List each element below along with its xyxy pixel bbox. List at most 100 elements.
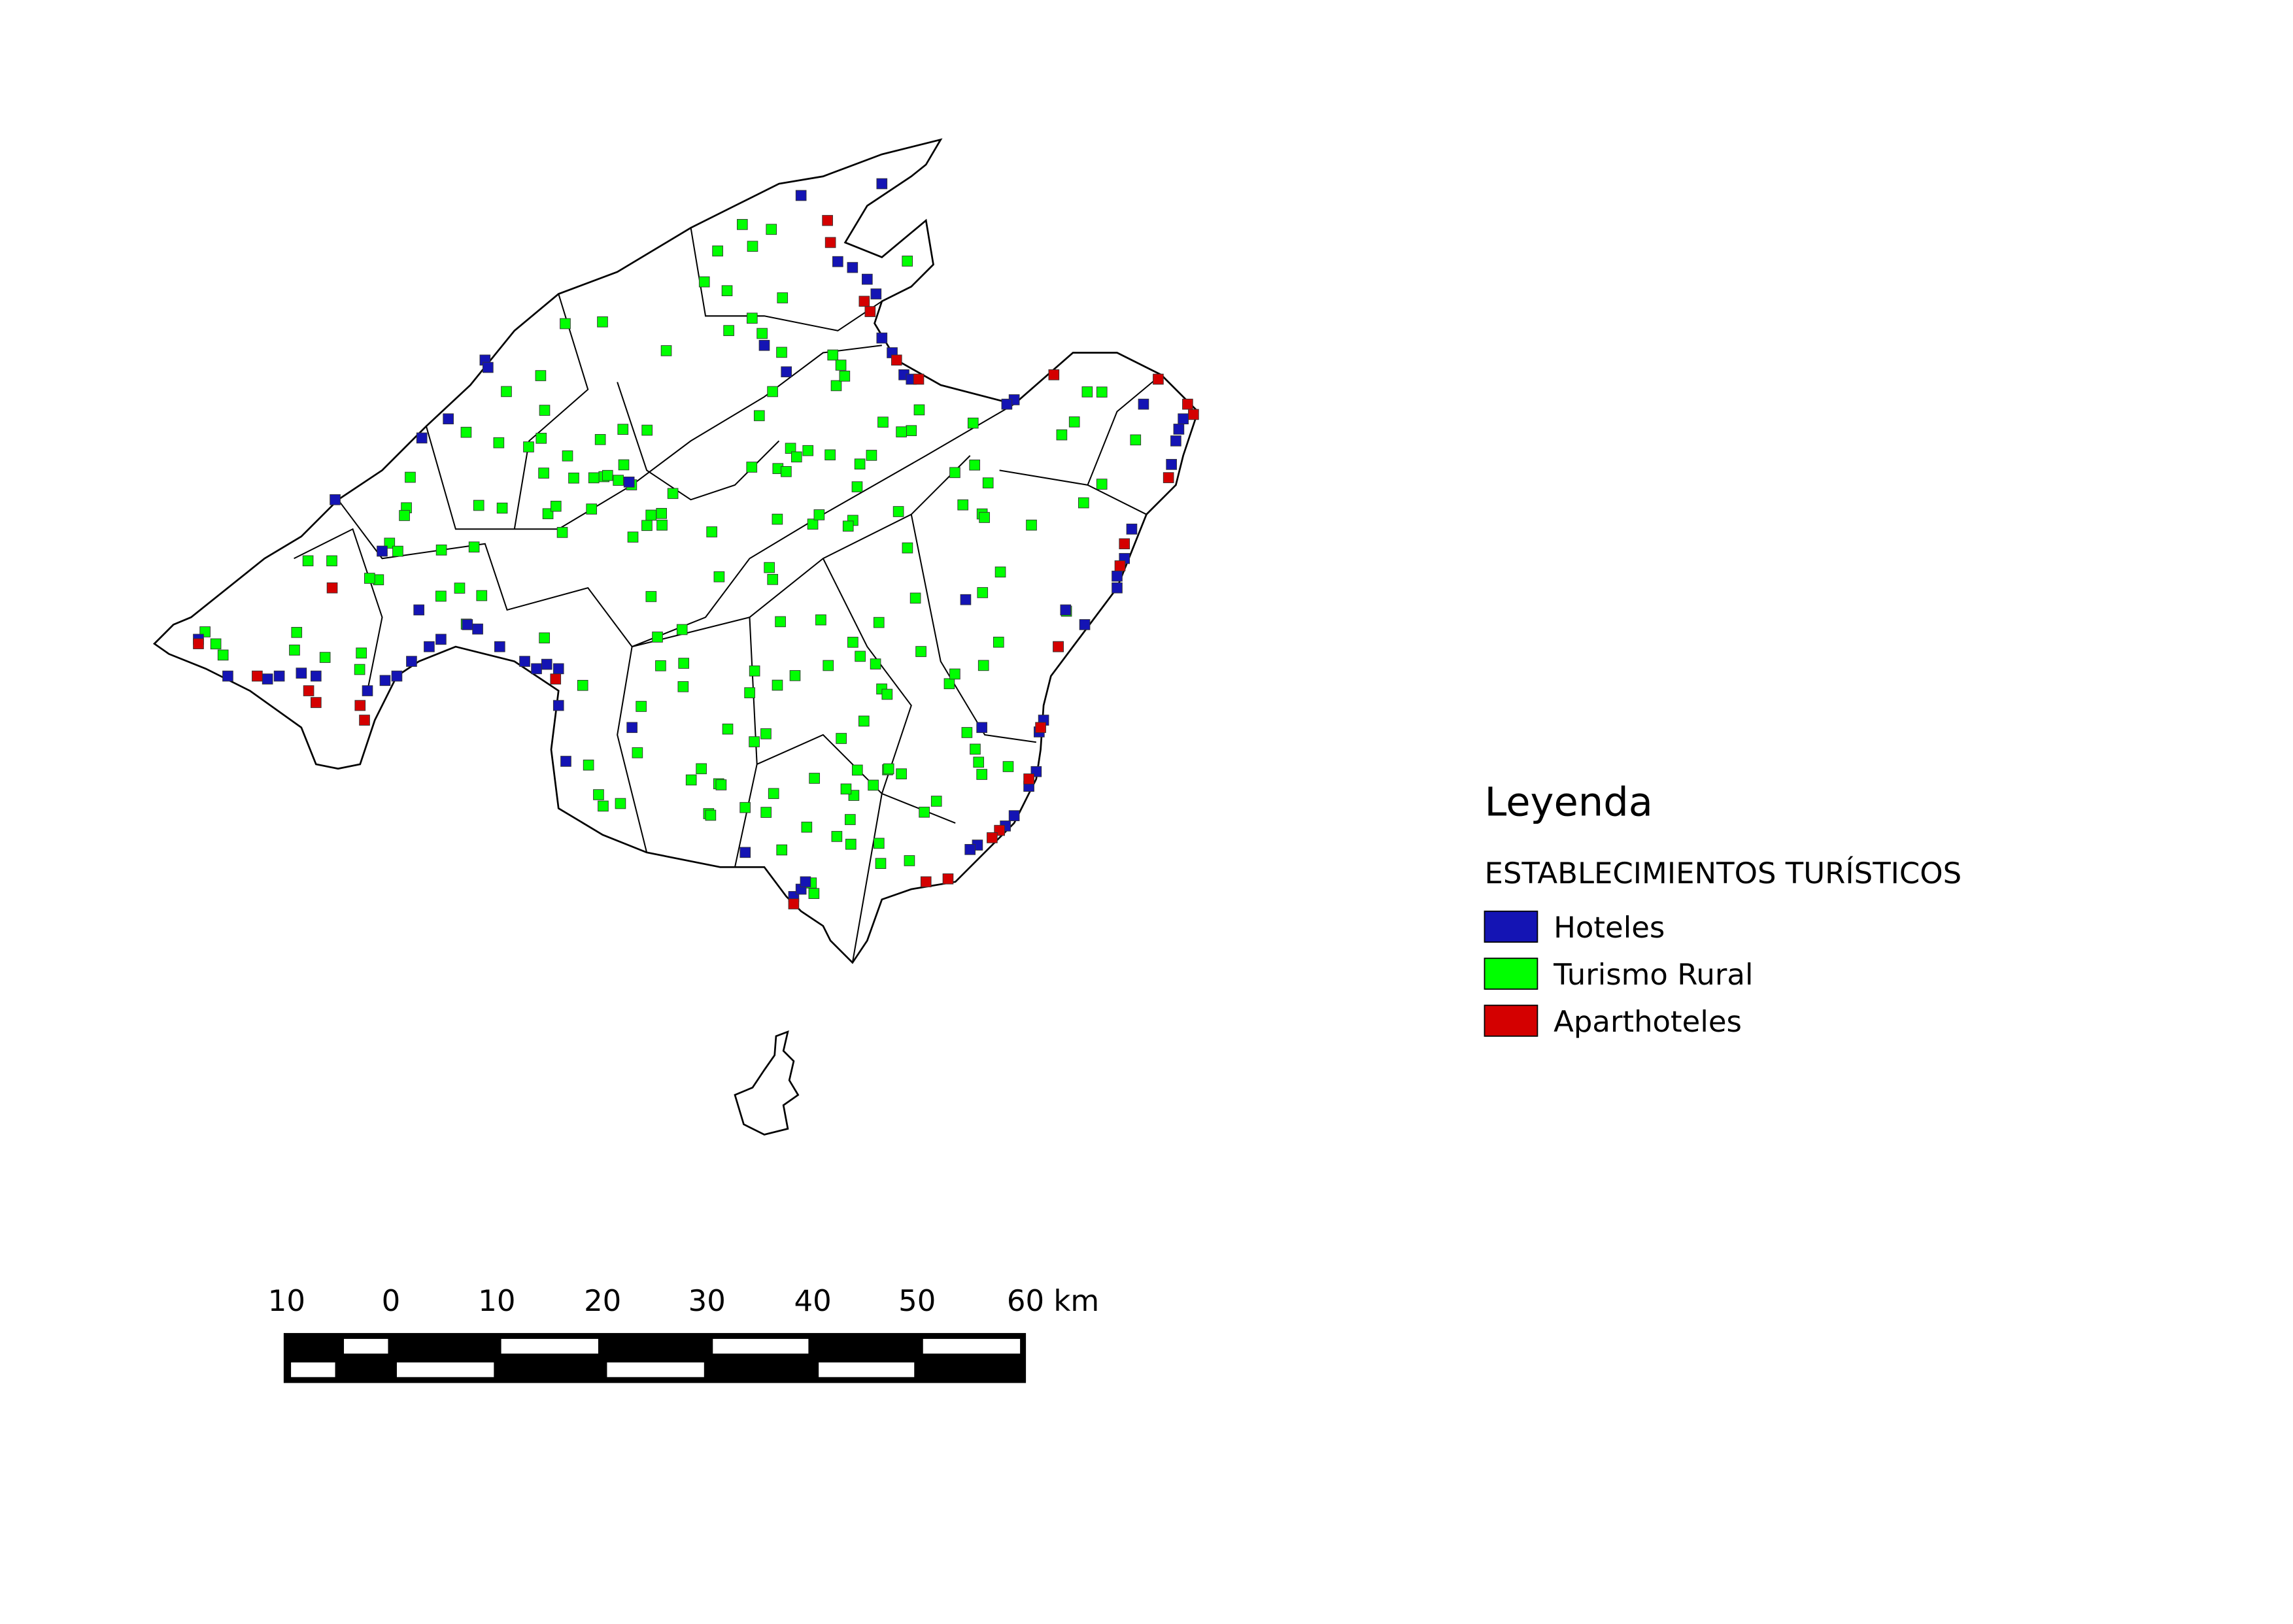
scale-bar-segment bbox=[819, 1362, 915, 1378]
establishment-marker bbox=[627, 532, 639, 543]
scale-bar-label: 40 bbox=[794, 1283, 832, 1318]
establishment-marker bbox=[535, 370, 547, 381]
establishment-marker bbox=[296, 668, 307, 679]
establishment-marker bbox=[593, 789, 604, 800]
establishment-marker bbox=[623, 477, 635, 488]
establishment-marker bbox=[535, 433, 547, 444]
establishment-marker bbox=[813, 509, 825, 520]
establishment-marker bbox=[858, 715, 870, 727]
establishment-marker bbox=[756, 328, 768, 339]
establishment-marker bbox=[460, 426, 472, 438]
establishment-marker bbox=[835, 360, 847, 371]
establishment-marker bbox=[1056, 429, 1068, 441]
establishment-marker bbox=[868, 779, 879, 791]
establishment-marker bbox=[896, 426, 907, 437]
establishment-marker bbox=[864, 306, 876, 317]
establishment-marker bbox=[969, 459, 980, 471]
scale-bar bbox=[283, 1332, 1027, 1383]
scale-bar-labels: 10 0 10 20 30 40 50 60 km bbox=[268, 1283, 1099, 1318]
establishment-marker bbox=[715, 779, 727, 790]
establishment-marker bbox=[577, 679, 588, 691]
establishment-marker bbox=[809, 773, 820, 784]
establishment-marker bbox=[942, 873, 954, 885]
establishment-marker bbox=[1068, 416, 1080, 428]
establishment-marker bbox=[776, 844, 788, 856]
establishment-marker bbox=[777, 292, 789, 303]
establishment-marker bbox=[1119, 538, 1130, 550]
establishment-marker bbox=[626, 722, 637, 734]
establishment-marker bbox=[636, 701, 647, 712]
establishment-marker bbox=[721, 285, 733, 296]
legend-subtitle: ESTABLECIMIENTOS TURÍSTICOS bbox=[1484, 856, 1962, 890]
establishment-marker bbox=[896, 768, 907, 779]
establishment-marker bbox=[1173, 424, 1185, 435]
establishment-marker bbox=[210, 638, 222, 650]
establishment-marker bbox=[949, 467, 960, 479]
establishment-marker bbox=[483, 362, 494, 373]
establishment-marker bbox=[435, 590, 447, 602]
establishment-marker bbox=[615, 798, 626, 809]
establishment-marker bbox=[678, 658, 690, 669]
establishment-marker bbox=[252, 670, 263, 682]
establishment-marker bbox=[556, 527, 568, 538]
establishment-marker bbox=[303, 685, 314, 696]
establishment-marker bbox=[957, 499, 969, 511]
establishment-marker bbox=[858, 296, 870, 307]
establishment-marker bbox=[862, 273, 873, 285]
establishment-marker bbox=[943, 678, 955, 690]
scale-bar-label: 0 bbox=[382, 1283, 401, 1318]
legend-items: Hoteles Turismo Rural Aparthoteles bbox=[1484, 910, 1753, 1039]
establishment-marker bbox=[519, 656, 530, 667]
scale-bar-label: 30 bbox=[688, 1283, 726, 1318]
scale-bar-label: 10 bbox=[478, 1283, 515, 1318]
establishment-marker bbox=[354, 700, 366, 711]
establishment-marker bbox=[560, 318, 571, 330]
establishment-marker bbox=[641, 424, 653, 436]
establishment-marker bbox=[830, 380, 842, 392]
establishment-marker bbox=[788, 898, 800, 909]
establishment-marker bbox=[982, 477, 994, 488]
establishment-marker bbox=[815, 614, 826, 626]
establishment-marker bbox=[1188, 409, 1199, 420]
establishment-marker bbox=[807, 518, 819, 530]
cabrera-outline bbox=[734, 1030, 800, 1136]
establishment-marker bbox=[594, 433, 606, 445]
establishment-marker bbox=[870, 658, 881, 669]
establishment-marker bbox=[496, 502, 508, 514]
establishment-marker bbox=[790, 451, 802, 463]
establishment-marker bbox=[979, 512, 990, 523]
establishment-marker bbox=[354, 664, 365, 675]
legend-label: Hoteles bbox=[1554, 910, 1665, 945]
legend-label: Aparthoteles bbox=[1554, 1004, 1742, 1039]
establishment-marker bbox=[845, 838, 857, 850]
establishment-marker bbox=[915, 646, 926, 657]
establishment-marker bbox=[379, 675, 391, 686]
scale-bar-segment bbox=[607, 1362, 704, 1378]
legend-swatch bbox=[1484, 1004, 1538, 1037]
establishment-marker bbox=[747, 313, 758, 324]
establishment-marker bbox=[891, 354, 902, 366]
establishment-marker bbox=[1130, 434, 1142, 446]
establishment-marker bbox=[391, 670, 403, 682]
establishment-marker bbox=[772, 513, 783, 525]
establishment-marker bbox=[904, 855, 915, 866]
establishment-marker bbox=[851, 764, 863, 776]
establishment-marker bbox=[749, 736, 760, 747]
establishment-marker bbox=[1096, 386, 1108, 398]
establishment-marker bbox=[677, 681, 689, 692]
establishment-marker bbox=[645, 509, 657, 521]
establishment-marker bbox=[713, 571, 725, 583]
establishment-marker bbox=[473, 499, 484, 511]
establishment-marker bbox=[472, 623, 483, 635]
establishment-marker bbox=[364, 573, 375, 584]
establishment-marker bbox=[753, 410, 765, 422]
establishment-marker bbox=[356, 647, 367, 659]
establishment-marker bbox=[538, 467, 549, 479]
establishment-marker bbox=[913, 404, 925, 416]
establishment-marker bbox=[588, 472, 600, 484]
establishment-marker bbox=[1008, 810, 1020, 821]
establishment-marker bbox=[560, 756, 571, 767]
establishment-marker bbox=[766, 224, 777, 235]
boundary bbox=[910, 514, 1036, 743]
